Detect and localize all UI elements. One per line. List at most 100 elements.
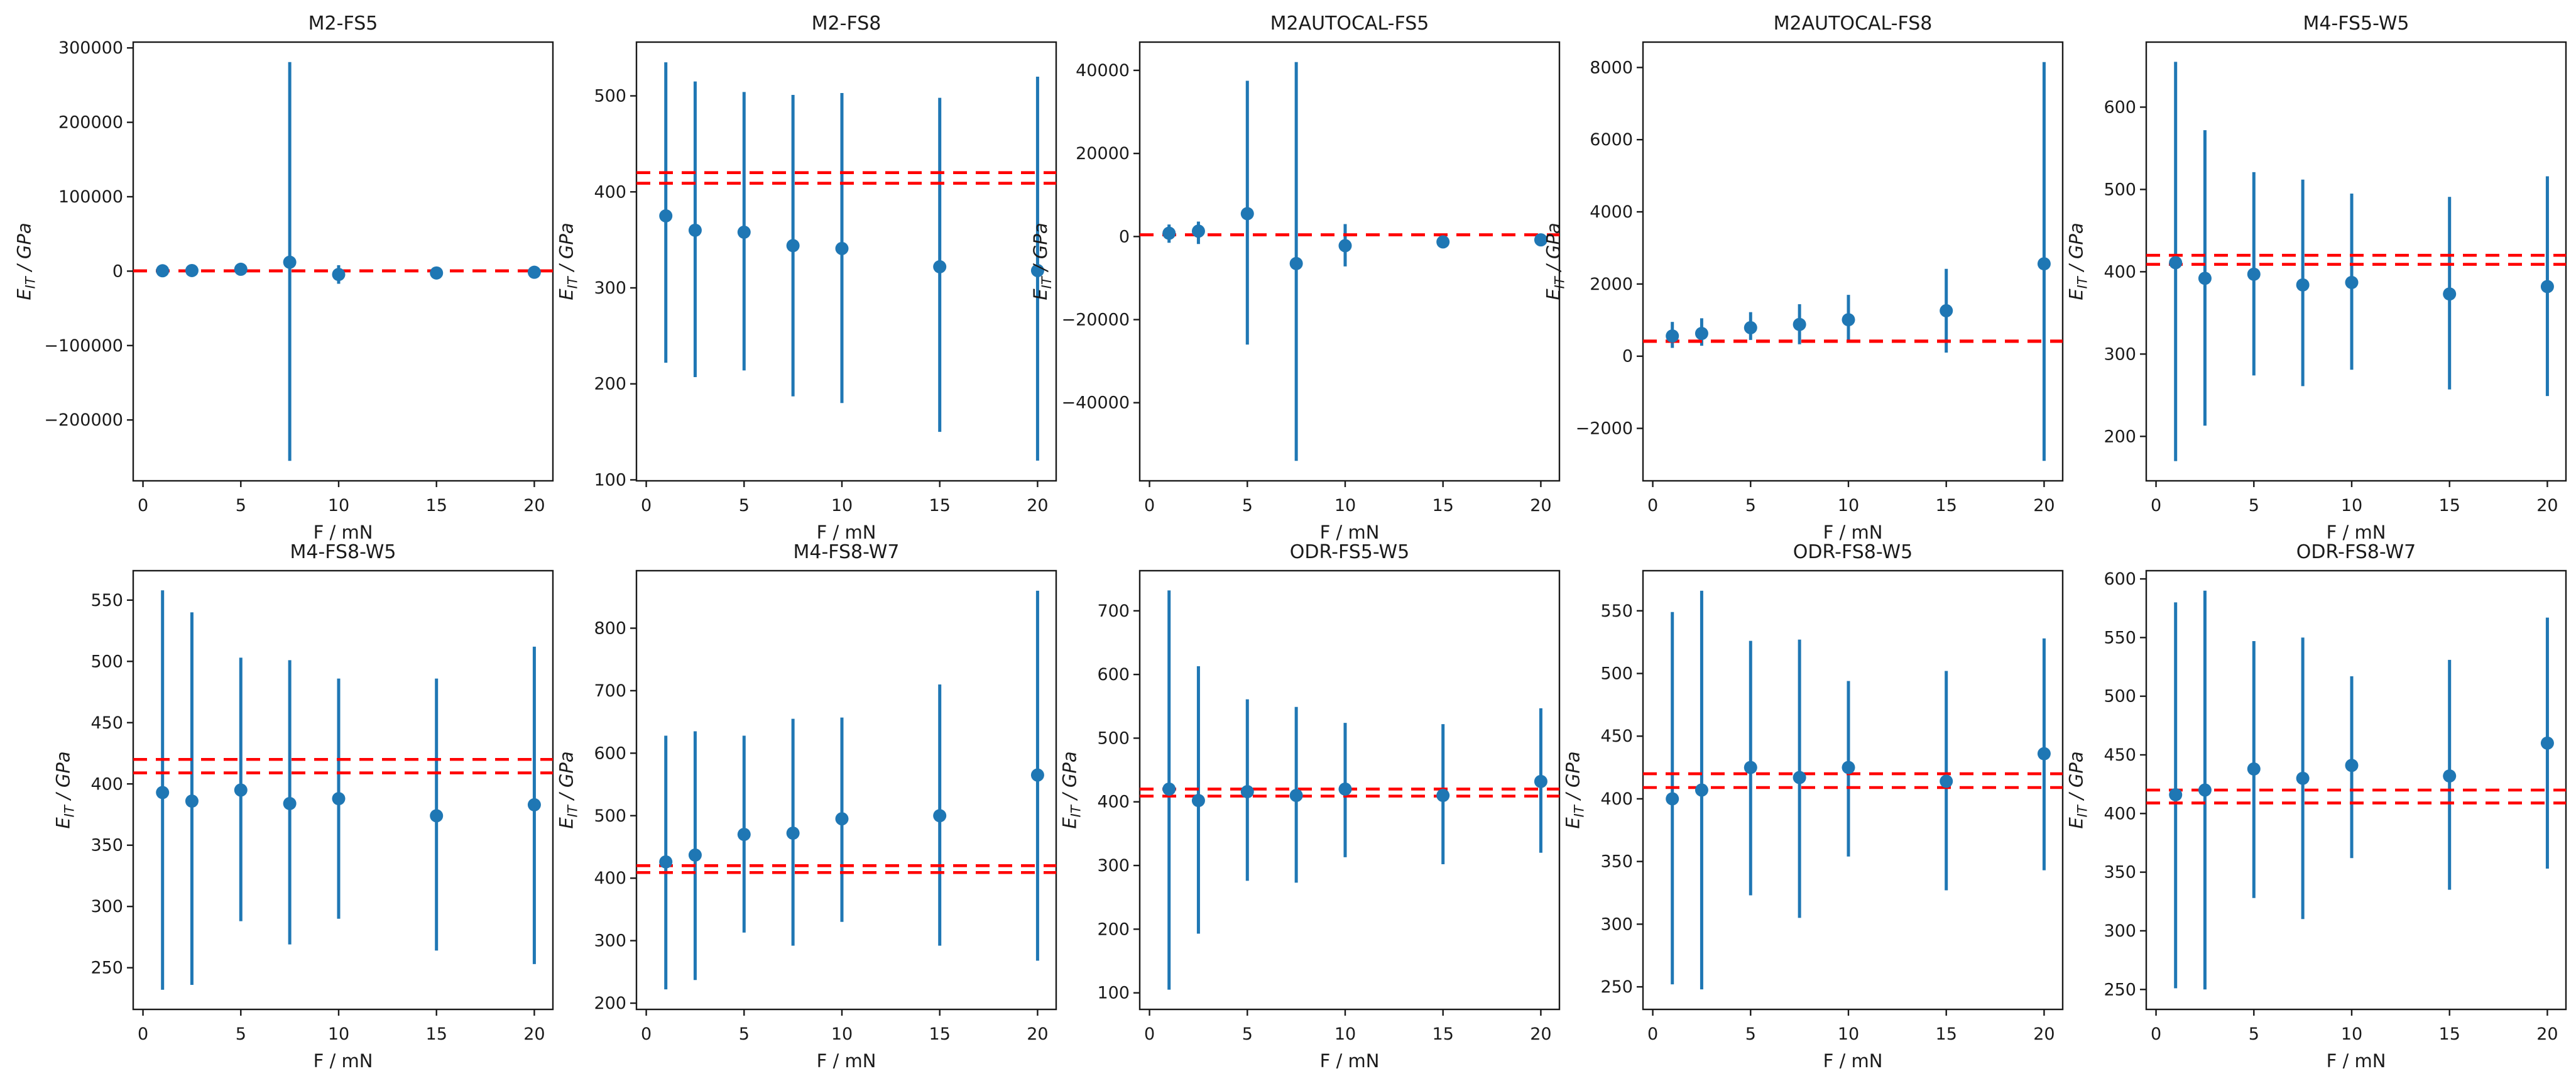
subplot-M2-FS8: M2-FS8 100 200 300 400 500 0 5 10 15 20 F / mN EIT /… <box>556 13 1057 543</box>
x-tick-label: 5 <box>739 496 750 515</box>
x-tick-label: 0 <box>641 1024 652 1044</box>
x-tick-label: 15 <box>929 496 951 515</box>
y-tick-label: −100000 <box>44 336 123 356</box>
y-tick-label: 400 <box>90 774 123 794</box>
y-tick-label: 700 <box>1097 601 1130 621</box>
x-tick-label: 0 <box>138 496 148 515</box>
x-tick-label: 20 <box>2033 496 2055 515</box>
data-point <box>1940 304 1953 317</box>
subplot-M4-FS8-W5: M4-FS8-W5 250 300 350 400 450 500 550 0 5 10 15 20 F … <box>53 541 554 1071</box>
y-tick-label: 500 <box>594 87 626 106</box>
data-point <box>1191 224 1205 238</box>
subplot-M2AUTOCAL-FS8: M2AUTOCAL-FS8 −2000 0 2000 4000 6000 8000 0 5 10 1… <box>1543 13 2064 543</box>
x-tick-label: 20 <box>1027 496 1048 515</box>
x-tick-label: 10 <box>1838 1024 1859 1044</box>
y-tick-label: 800 <box>594 618 626 638</box>
plot-frame <box>635 569 1057 1011</box>
x-tick-label: 0 <box>1144 1024 1155 1044</box>
data-point <box>2443 769 2457 783</box>
x-tick-label: 20 <box>2536 496 2558 515</box>
data-point <box>1940 774 1953 788</box>
y-axis-label: EIT / GPa <box>14 222 38 300</box>
data-point <box>1695 327 1708 341</box>
data-point <box>2296 771 2310 785</box>
y-tick-label: 300 <box>90 897 123 916</box>
x-tick-label: 20 <box>2536 1024 2558 1044</box>
y-tick-label: 400 <box>1097 793 1130 812</box>
subplot-M2-FS5: M2-FS5 −200000 −100000 0 100000 200000 300000 0… <box>14 13 554 543</box>
data-point <box>332 268 346 282</box>
plot-frame <box>132 41 554 482</box>
x-tick-label: 5 <box>1745 496 1756 515</box>
plot-frame <box>635 41 1057 482</box>
x-tick-label: 10 <box>1334 1024 1356 1044</box>
y-tick-label: 300 <box>1097 856 1130 876</box>
y-tick-label: 300 <box>2104 344 2136 364</box>
data-point <box>1666 329 1679 343</box>
x-tick-label: 20 <box>523 1024 545 1044</box>
x-tick-label: 10 <box>328 1024 349 1044</box>
data-point <box>1338 782 1352 796</box>
x-axis-label: F / mN <box>1320 522 1380 543</box>
data-point <box>1338 239 1352 253</box>
data-point <box>1240 785 1254 799</box>
plot-frame <box>1138 41 1561 482</box>
subplot-ODR-FS8-W5: ODR-FS8-W5 250 300 350 400 450 500 550 0 5 10 15 20 F… <box>1563 541 2064 1071</box>
data-point <box>283 255 297 269</box>
y-tick-label: 600 <box>2104 97 2136 117</box>
y-axis-label: EIT / GPa <box>1030 222 1054 300</box>
data-point <box>1793 317 1806 331</box>
data-point <box>430 266 444 280</box>
x-tick-label: 10 <box>1334 496 1356 515</box>
x-axis-label: F / mN <box>314 522 373 543</box>
data-point <box>1289 256 1303 270</box>
y-tick-label: 200 <box>594 375 626 394</box>
x-tick-label: 10 <box>1838 496 1859 515</box>
subplot-title: M2-FS8 <box>812 13 881 35</box>
data-point <box>1666 792 1679 806</box>
y-tick-label: 550 <box>90 591 123 610</box>
data-point <box>1534 233 1547 247</box>
data-point <box>185 263 199 277</box>
y-tick-label: 500 <box>1600 664 1633 684</box>
x-tick-label: 10 <box>831 496 853 515</box>
y-axis-label: EIT / GPa <box>1059 751 1084 828</box>
data-point <box>1436 789 1450 803</box>
y-tick-label: 300 <box>2104 921 2136 941</box>
data-point <box>332 792 346 806</box>
x-tick-label: 5 <box>1242 1024 1253 1044</box>
y-tick-label: 450 <box>90 713 123 733</box>
x-tick-label: 5 <box>739 1024 750 1044</box>
data-point <box>2198 272 2212 285</box>
subplot-title: M2-FS5 <box>308 13 378 35</box>
data-point <box>2247 267 2261 281</box>
x-tick-label: 20 <box>1027 1024 1048 1044</box>
x-tick-label: 15 <box>929 1024 951 1044</box>
y-tick-label: 300 <box>594 931 626 951</box>
x-tick-label: 5 <box>1242 496 1253 515</box>
data-point <box>1162 226 1176 240</box>
y-tick-label: 6000 <box>1590 130 1633 150</box>
y-tick-label: 200 <box>2104 427 2136 446</box>
y-axis-label: EIT / GPa <box>2066 751 2090 828</box>
x-axis-label: F / mN <box>2327 522 2386 543</box>
y-tick-label: −200000 <box>44 410 123 430</box>
x-tick-label: 20 <box>2033 1024 2055 1044</box>
data-point <box>2198 783 2212 797</box>
subplot-title: M2AUTOCAL-FS5 <box>1270 13 1429 35</box>
x-tick-label: 5 <box>236 496 246 515</box>
subplot-title: M4-FS5-W5 <box>2303 13 2409 35</box>
x-tick-label: 0 <box>138 1024 148 1044</box>
x-tick-label: 15 <box>1433 496 1454 515</box>
y-tick-label: 300 <box>1600 914 1633 934</box>
y-tick-label: 500 <box>1097 728 1130 748</box>
data-point <box>1842 761 1855 774</box>
y-tick-label: 8000 <box>1590 58 1633 77</box>
data-point <box>835 241 849 255</box>
data-point <box>2169 256 2183 270</box>
data-point <box>933 809 947 823</box>
plot-frame <box>1642 569 2064 1011</box>
x-tick-label: 0 <box>641 496 652 515</box>
plot-frame <box>2145 41 2567 482</box>
